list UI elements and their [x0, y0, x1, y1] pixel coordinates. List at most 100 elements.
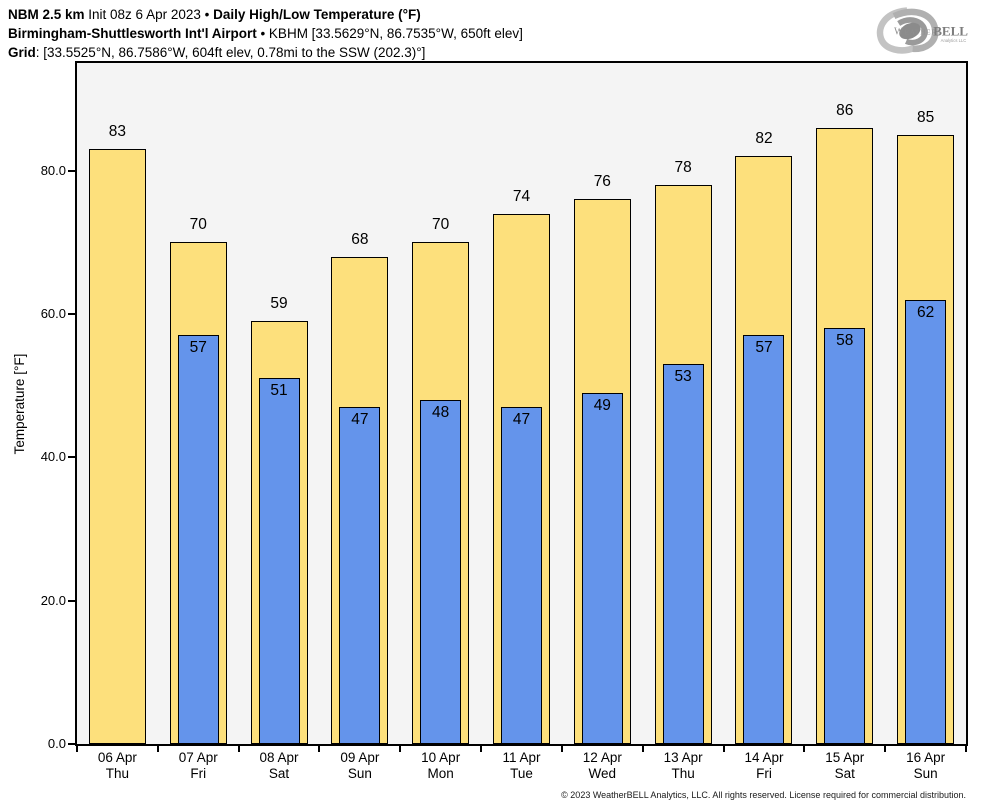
chart-title-line1: NBM 2.5 km Init 08z 6 Apr 2023 • Daily H…	[8, 5, 523, 24]
x-label-date: 11 Apr	[502, 750, 541, 765]
x-label-day: Thu	[671, 766, 695, 781]
y-tick-mark	[68, 169, 75, 172]
x-label-day: Fri	[190, 766, 207, 781]
high-value-label: 76	[593, 173, 611, 191]
x-label-day: Thu	[105, 766, 130, 781]
x-axis-date-label: 08 Apr Sat	[239, 750, 319, 782]
x-label-date: 16 Apr	[906, 750, 946, 765]
low-bar	[743, 335, 785, 744]
low-bar	[905, 299, 947, 744]
low-bar	[339, 407, 381, 744]
x-label-day: Sun	[347, 766, 372, 781]
x-axis-date-label: 09 Apr Sun	[320, 750, 400, 782]
weatherbell-logo: Weather BELL Analytics LLC	[876, 7, 968, 54]
low-value-label: 57	[755, 339, 773, 357]
x-axis-date-label: 14 Apr Fri	[724, 750, 804, 782]
product-name: Daily High/Low Temperature (°F)	[213, 7, 421, 22]
chart-title-line2: Birmingham-Shuttlesworth Int'l Airport •…	[8, 24, 523, 43]
y-tick-mark	[68, 599, 75, 602]
low-bar	[662, 364, 704, 744]
low-bar	[824, 328, 866, 744]
low-value-label: 53	[674, 368, 692, 386]
x-label-date: 14 Apr	[744, 750, 784, 765]
low-value-label: 57	[189, 339, 207, 357]
logo-text-weather: Weather	[894, 27, 937, 38]
y-tick-label: 60.0	[40, 305, 66, 321]
high-value-label: 83	[108, 123, 127, 141]
x-label-day: Mon	[427, 766, 454, 781]
x-axis-date-label: 16 Apr Sun	[886, 750, 966, 782]
x-label-day: Fri	[756, 766, 772, 781]
low-value-label: 58	[836, 332, 854, 350]
high-value-label: 82	[755, 130, 773, 148]
x-tick-mark	[722, 746, 725, 752]
x-axis-date-label: 10 Apr Mon	[401, 750, 481, 782]
x-axis-date-label: 12 Apr Wed	[562, 750, 642, 782]
x-tick-mark	[399, 746, 402, 752]
hurricane-swirl-icon	[876, 7, 939, 54]
high-value-label: 74	[512, 187, 531, 205]
x-axis-date-label: 06 Apr Thu	[77, 750, 157, 782]
x-axis-date-label: 13 Apr Thu	[643, 750, 723, 782]
chart-title-line3: Grid: [33.5525°N, 86.7586°W, 604ft elev,…	[8, 43, 523, 62]
x-label-day: Tue	[510, 766, 533, 781]
x-label-day: Sat	[834, 766, 855, 781]
chart-header: NBM 2.5 km Init 08z 6 Apr 2023 • Daily H…	[8, 5, 523, 62]
logo-text-analytics: Analytics LLC	[941, 38, 967, 43]
high-bar	[88, 149, 146, 744]
low-bar	[258, 378, 300, 744]
high-value-label: 68	[351, 230, 369, 248]
high-value-label: 70	[432, 216, 450, 234]
grid-label: Grid	[8, 45, 36, 60]
y-tick-label: 40.0	[40, 449, 66, 465]
low-value-label: 48	[432, 403, 450, 421]
station-name: Birmingham-Shuttlesworth Int'l Airport	[8, 26, 257, 41]
x-tick-mark	[560, 746, 563, 752]
x-axis-date-label: 07 Apr Fri	[158, 750, 238, 782]
low-bar	[420, 399, 462, 744]
low-value-label: 51	[270, 382, 288, 400]
x-label-date: 15 Apr	[825, 750, 865, 765]
x-tick-mark	[480, 746, 483, 752]
x-label-date: 09 Apr	[340, 750, 380, 765]
x-tick-mark	[965, 746, 967, 752]
low-bar	[177, 335, 219, 744]
init-info: Init 08z 6 Apr 2023 •	[84, 7, 214, 22]
x-tick-mark	[803, 746, 806, 752]
x-label-date: 07 Apr	[178, 750, 218, 765]
low-value-label: 47	[351, 411, 369, 429]
high-value-label: 86	[836, 101, 854, 119]
x-label-date: 13 Apr	[663, 750, 703, 765]
grid-details: : [33.5525°N, 86.7586°W, 604ft elev, 0.7…	[35, 45, 426, 60]
copyright-notice: © 2023 WeatherBELL Analytics, LLC. All r…	[561, 790, 966, 800]
high-value-label: 59	[270, 295, 288, 313]
x-tick-mark	[318, 746, 321, 752]
high-value-label: 78	[674, 158, 692, 176]
high-value-label: 70	[189, 216, 207, 234]
x-tick-mark	[76, 746, 78, 752]
x-tick-mark	[641, 746, 644, 752]
low-bar	[501, 407, 542, 744]
x-label-date: 08 Apr	[259, 750, 299, 765]
x-axis-date-label: 15 Apr Sat	[805, 750, 885, 782]
x-label-day: Wed	[588, 766, 617, 781]
x-tick-mark	[237, 746, 240, 752]
y-tick-mark	[68, 743, 75, 745]
x-label-date: 06 Apr	[97, 750, 137, 765]
low-value-label: 62	[916, 303, 935, 321]
low-bar	[581, 392, 623, 744]
x-label-date: 12 Apr	[582, 750, 622, 765]
logo-text-bell: BELL	[933, 24, 968, 39]
x-tick-mark	[884, 746, 887, 752]
station-details: • KBHM [33.5629°N, 86.7535°W, 650ft elev…	[256, 26, 523, 41]
y-tick-label: 0.0	[47, 736, 66, 751]
x-label-day: Sat	[268, 766, 290, 781]
low-value-label: 49	[593, 396, 611, 414]
model-name: NBM 2.5 km	[8, 7, 85, 22]
y-tick-mark	[68, 312, 75, 315]
high-value-label: 85	[916, 108, 935, 126]
y-tick-label: 20.0	[40, 592, 66, 608]
x-axis-date-label: 11 Apr Tue	[482, 750, 562, 782]
low-value-label: 47	[512, 411, 531, 429]
